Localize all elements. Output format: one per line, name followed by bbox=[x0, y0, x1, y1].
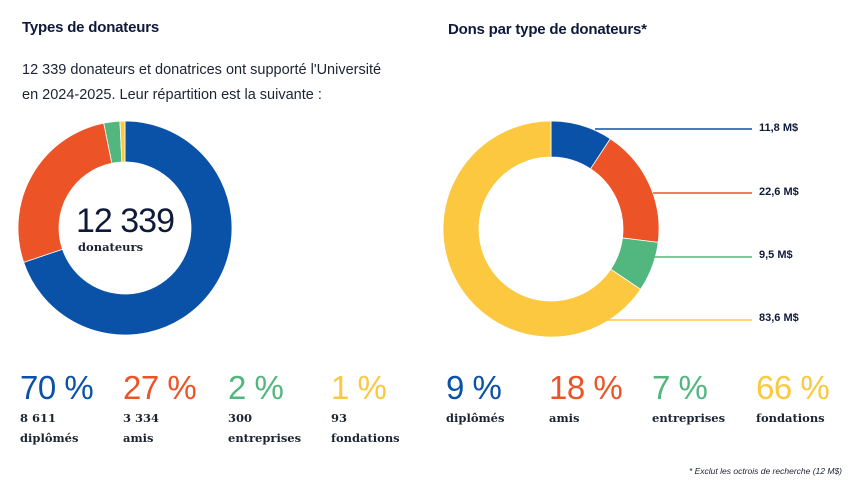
callout-amis: 22,6 M$ bbox=[759, 186, 799, 198]
stat-label: entreprises bbox=[228, 431, 302, 445]
stat-amis: 18 % amis bbox=[549, 369, 623, 428]
stat-percent: 27 % bbox=[123, 369, 197, 406]
donut-center-label: donateurs bbox=[78, 240, 144, 254]
stat-count: 8 611 bbox=[20, 411, 57, 425]
stat-count: 3 334 bbox=[123, 411, 160, 425]
footnote: * Exclut les octrois de recherche (12 M$… bbox=[688, 466, 842, 476]
callout-diplomes: 11,8 M$ bbox=[759, 122, 799, 134]
stat-label: amis bbox=[549, 411, 580, 425]
left-intro: 12 339 donateurs et donatrices ont suppo… bbox=[22, 58, 381, 108]
stat-label: diplômés bbox=[446, 411, 505, 425]
donut-chart-donors bbox=[17, 120, 233, 336]
donut-slice-fondations bbox=[119, 120, 126, 163]
stat-diplomes: 70 % 8 611 diplômés bbox=[20, 369, 94, 448]
stat-label: fondations bbox=[331, 431, 400, 445]
callout-entreprises: 9,5 M$ bbox=[759, 249, 793, 261]
stat-count: 300 bbox=[228, 411, 253, 425]
donut-slice-amis bbox=[17, 122, 113, 263]
stat-label: diplômés bbox=[20, 431, 79, 445]
stat-label: fondations bbox=[756, 411, 825, 425]
stat-amis: 27 % 3 334 amis bbox=[123, 369, 197, 448]
stat-percent: 66 % bbox=[756, 369, 830, 406]
stat-label: amis bbox=[123, 431, 154, 445]
stat-entreprises: 2 % 300 entreprises bbox=[228, 371, 301, 448]
stat-label: entreprises bbox=[652, 411, 726, 425]
stat-diplomes: 9 % diplômés bbox=[446, 371, 504, 428]
stat-percent: 70 % bbox=[20, 369, 94, 406]
donut-slice-diplomes bbox=[23, 120, 233, 336]
stat-percent: 7 % bbox=[652, 369, 708, 406]
stat-percent: 1 % bbox=[331, 369, 387, 406]
donut-center-value: 12 339 bbox=[76, 202, 175, 240]
stat-fondations: 1 % 93 fondations bbox=[331, 371, 400, 448]
donut-slice-amis bbox=[589, 138, 660, 243]
callout-fondations: 83,6 M$ bbox=[759, 312, 799, 324]
stat-count: 93 bbox=[331, 411, 348, 425]
donut-chart-gifts bbox=[442, 120, 660, 338]
right-title: Dons par type de donateurs* bbox=[448, 21, 647, 38]
stat-percent: 2 % bbox=[228, 369, 284, 406]
left-intro-line2: en 2024-2025. Leur répartition est la su… bbox=[22, 87, 322, 103]
stat-entreprises: 7 % entreprises bbox=[652, 371, 725, 428]
stat-percent: 18 % bbox=[549, 369, 623, 406]
stat-percent: 9 % bbox=[446, 369, 502, 406]
left-intro-line1: 12 339 donateurs et donatrices ont suppo… bbox=[22, 62, 382, 78]
callout-leader-lines bbox=[595, 128, 752, 321]
stat-fondations: 66 % fondations bbox=[756, 369, 830, 428]
left-title: Types de donateurs bbox=[22, 19, 159, 36]
donut-slice-fondations bbox=[442, 120, 642, 338]
